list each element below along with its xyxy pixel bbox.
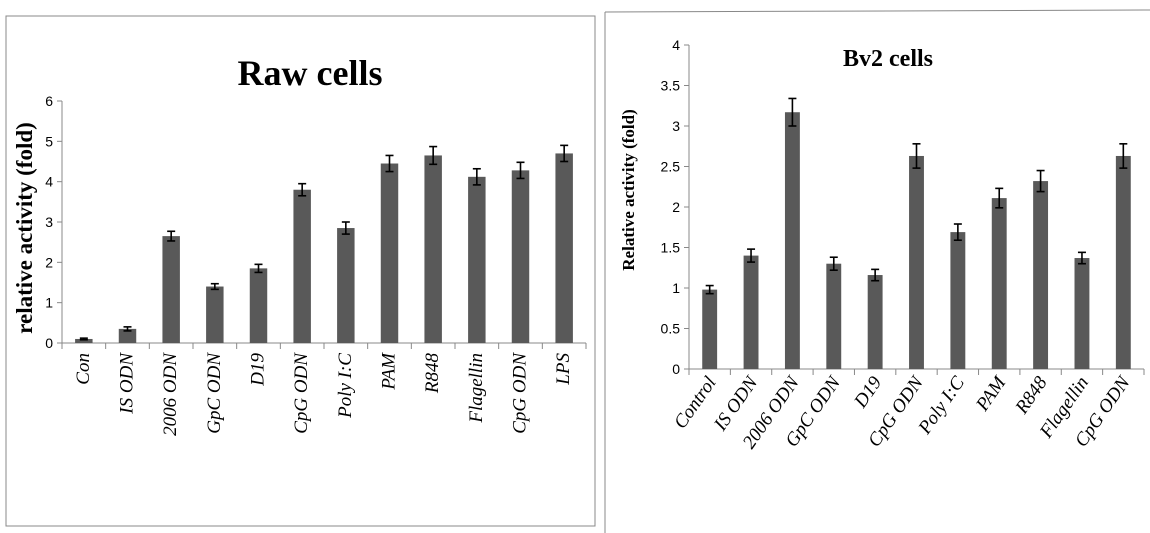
raw-cells-bar [555, 153, 573, 343]
bv2-cells-error-bar [1119, 143, 1128, 169]
raw-cells-bar [511, 170, 530, 343]
raw-cells-error-bar [560, 144, 569, 163]
raw-cells-bar [337, 228, 355, 343]
raw-cells-category-label: LPS [553, 353, 574, 386]
raw-cells-bar [293, 189, 311, 343]
bv2-cells-y-tick-label: 0 [672, 361, 680, 377]
bv2-cells-error-bar [1077, 251, 1086, 265]
raw-cells-error-bar [298, 182, 307, 197]
raw-cells-bar [118, 328, 137, 343]
raw-cells-error-bar [167, 230, 176, 242]
raw-cells-category-label: CpG ODN [291, 352, 312, 434]
bv2-cells-y-tick-label: 3 [672, 118, 680, 134]
bv2-cells-y-tick-label: 0.5 [661, 321, 681, 337]
bv2-cells-bar [909, 155, 924, 369]
raw-cells-bar [424, 155, 442, 343]
bv2-cells-title: Bv2 cells [843, 46, 933, 72]
bv2-cells-bar [1033, 181, 1049, 369]
raw-cells-bar [249, 268, 268, 343]
raw-cells-category-label: Con [73, 353, 94, 385]
raw-cells-y-tick-label: 2 [45, 254, 53, 270]
bv2-cells-bar [743, 255, 759, 369]
bv2-cells-chart-svg: Bv2 cells Relative activity (fold) 0 0.5 1… [604, 9, 1150, 533]
bv2-cells-bar [867, 275, 883, 369]
bv2-cells-y-tick-label: 2.5 [661, 159, 681, 175]
raw-cells-error-bar [254, 263, 263, 274]
raw-cells-error-bar [123, 326, 132, 332]
raw-cells-frame [5, 15, 596, 527]
raw-cells-category-label: D19 [248, 353, 269, 387]
bv2-cells-y-axis-label: Relative activity (fold) [619, 109, 638, 270]
bv2-cells-bar [1115, 155, 1131, 369]
bv2-cells-bar [1074, 258, 1090, 369]
bv2-cells-frame-top [604, 9, 1150, 13]
bv2-cells-error-bar [788, 97, 797, 127]
bv2-cells-bar [826, 263, 842, 369]
bv2-cells-y-tick-label: 1 [672, 280, 680, 296]
raw-cells-category-label: Flagellin [466, 353, 487, 424]
raw-cells-category-label: PAM [379, 352, 400, 391]
raw-cells-chart: Raw cells relative activity (fold) 0 1 2 3 4… [5, 15, 596, 527]
bv2-cells-error-bar [953, 223, 962, 242]
raw-cells-chart-svg: Raw cells relative activity (fold) 0 1 2 3 4… [5, 15, 596, 527]
raw-cells-error-bar [516, 161, 525, 180]
bv2-cells-y-tick-label: 1.5 [661, 240, 681, 256]
raw-cells-bar [75, 338, 93, 343]
raw-cells-y-tick-label: 5 [45, 133, 53, 149]
raw-cells-category-label: 2006 ODN [160, 352, 181, 436]
bv2-cells-y-tick-label: 2 [672, 199, 680, 215]
raw-cells-category-label: CpG ODN [510, 352, 531, 434]
raw-cells-error-bar [385, 154, 394, 173]
bv2-cells-bar [702, 289, 718, 369]
bv2-cells-y-tick-label: 4 [672, 37, 680, 53]
bv2-cells-bar [991, 198, 1007, 369]
raw-cells-bar [206, 286, 224, 343]
raw-cells-error-bar [79, 337, 88, 341]
bv2-cells-y-tick-label: 3.5 [661, 78, 681, 94]
bv2-cells-error-bar [995, 187, 1004, 209]
raw-cells-y-tick-label: 3 [45, 214, 53, 230]
bv2-cells-category-label: D19 [850, 372, 887, 412]
raw-cells-y-tick-label: 0 [45, 335, 53, 351]
bv2-cells-chart: Bv2 cells Relative activity (fold) 0 0.5 1… [603, 0, 1150, 533]
raw-cells-error-bar [429, 145, 438, 166]
raw-cells-y-axis-label: relative activity (fold) [12, 122, 37, 334]
raw-cells-y-tick-label: 1 [45, 295, 53, 311]
raw-cells-category-label: IS ODN [117, 352, 138, 415]
bv2-cells-error-bar [1036, 169, 1045, 193]
raw-cells-bar [162, 236, 180, 343]
raw-cells-y-tick-label: 4 [45, 174, 53, 190]
raw-cells-title: Raw cells [238, 53, 383, 93]
bv2-cells-category-label: PAM [972, 372, 1011, 416]
raw-cells-error-bar [341, 221, 350, 235]
raw-cells-error-bar [210, 282, 219, 291]
bv2-cells-error-bar [829, 256, 838, 271]
raw-cells-category-label: Poly I:C [335, 353, 356, 419]
raw-cells-bar [468, 176, 486, 343]
raw-cells-category-label: R848 [422, 353, 443, 395]
raw-cells-y-tick-label: 6 [45, 93, 53, 109]
bv2-cells-error-bar [912, 143, 921, 169]
bv2-cells-bar [784, 112, 800, 369]
bv2-cells-error-bar [747, 248, 756, 263]
raw-cells-error-bar [472, 167, 481, 186]
raw-cells-bar [380, 163, 399, 343]
bv2-cells-error-bar [705, 284, 714, 295]
raw-cells-category-label: GpC ODN [204, 352, 225, 434]
bv2-cells-category-label: R848 [1011, 372, 1052, 418]
bv2-cells-bar [950, 232, 966, 369]
bv2-cells-error-bar [871, 268, 880, 282]
